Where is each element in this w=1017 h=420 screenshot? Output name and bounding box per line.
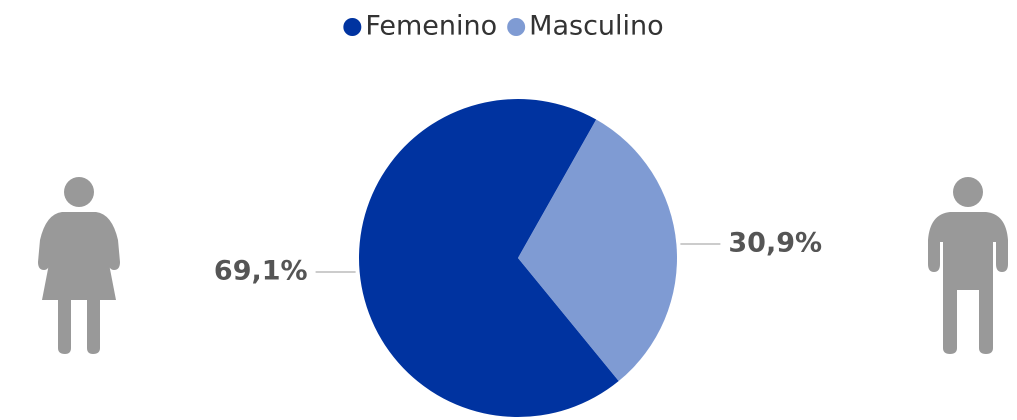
male-icon [928,177,1008,354]
pie-slice [518,119,677,382]
data-label: 69,1% [214,255,308,286]
legend-swatch [507,18,526,36]
female-icon [38,177,120,354]
legend-label: Femenino [365,11,497,42]
legend-swatch [343,18,362,36]
legend-label: Masculino [529,11,664,42]
pie-slice [358,98,619,418]
data-label: 30,9% [728,228,822,259]
